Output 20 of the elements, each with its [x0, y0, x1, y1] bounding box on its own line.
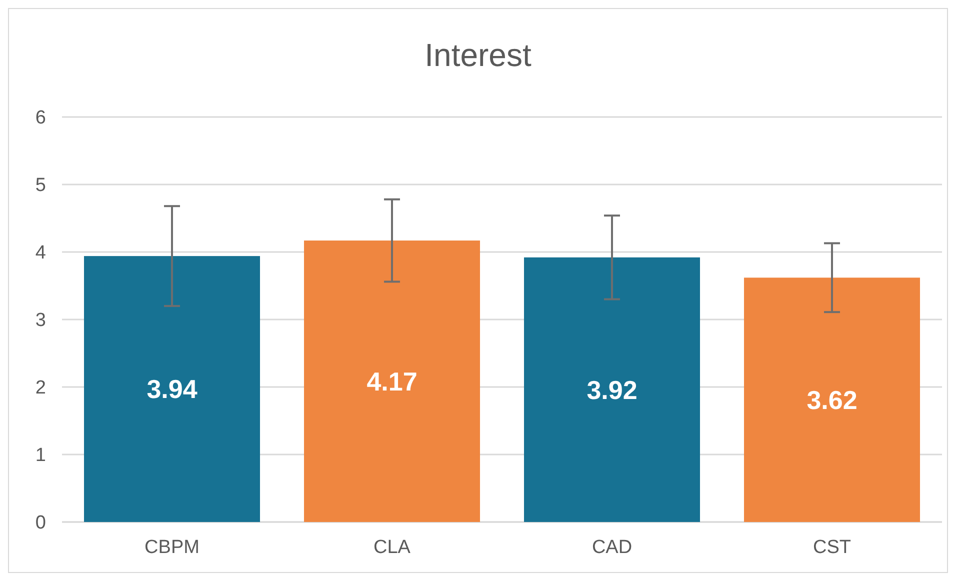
x-tick-label: CLA — [374, 537, 411, 558]
data-label: 3.92 — [586, 374, 638, 405]
data-label: 3.62 — [806, 384, 858, 415]
x-tick-label: CST — [813, 537, 852, 558]
bar — [304, 240, 480, 522]
y-tick-label: 3 — [35, 310, 46, 332]
data-label: 3.94 — [146, 374, 198, 404]
bar — [524, 257, 700, 522]
y-tick-label: 0 — [35, 512, 46, 534]
y-tick-label: 1 — [35, 445, 46, 466]
bar — [744, 278, 920, 522]
x-tick-label: CAD — [592, 537, 632, 558]
y-tick-label: 6 — [35, 108, 46, 129]
chart-title: Interest — [424, 37, 532, 73]
y-tick-label: 5 — [35, 175, 46, 196]
y-tick-label: 4 — [35, 242, 46, 264]
x-tick-label: CBPM — [144, 537, 200, 558]
y-tick-label: 2 — [35, 378, 46, 399]
bar — [84, 256, 260, 522]
data-label: 4.17 — [366, 366, 418, 396]
